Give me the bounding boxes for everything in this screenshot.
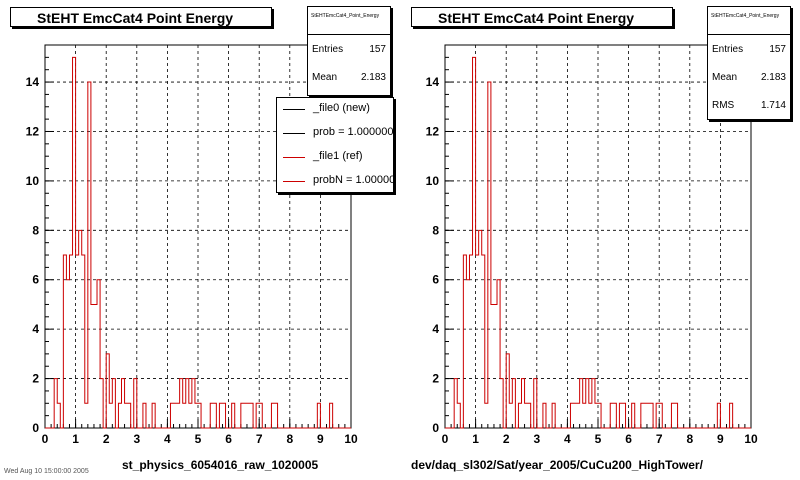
left-legend: _file0 (new) prob = 1.000000 _file1 (ref… [276, 97, 394, 193]
left-y-tick-label: 4 [32, 322, 39, 336]
right-series-line [445, 56, 751, 429]
left-mean-label: Mean [312, 72, 338, 83]
left-entries-value: 157 [369, 44, 386, 55]
right-x-tick-label: 9 [717, 432, 724, 446]
left-x-tick-label: 8 [286, 432, 293, 446]
right-rms-value: 1.714 [760, 100, 786, 111]
right-y-tick-label: 14 [426, 75, 440, 89]
legend-label-prob: prob = 1.000000 [313, 126, 394, 138]
right-x-tick-label: 4 [564, 432, 571, 446]
right-x-tick-label: 6 [625, 432, 632, 446]
left-x-tick-label: 4 [164, 432, 171, 446]
left-y-tick-label: 2 [32, 372, 39, 386]
left-stats-box: StEHTEmcCat4_Point_Energy Entries 157 Mea… [307, 6, 391, 96]
legend-label-file0: _file0 (new) [313, 102, 370, 114]
left-x-tick-label: 2 [103, 432, 110, 446]
left-x-tick-label: 5 [195, 432, 202, 446]
legend-line-file1 [283, 157, 305, 158]
left-stats-name: StEHTEmcCat4_Point_Energy [308, 7, 390, 35]
right-rms-label: RMS [712, 100, 735, 111]
left-y-tick-label: 12 [26, 124, 40, 138]
right-x-tick-label: 1 [472, 432, 479, 446]
left-y-tick-label: 6 [32, 273, 39, 287]
left-x-tick-label: 7 [256, 432, 263, 446]
left-mean-value: 2.183 [360, 72, 386, 83]
legend-line-prob [283, 133, 305, 134]
right-y-tick-label: 2 [432, 372, 439, 386]
right-chart-title: StEHT EmcCat4 Point Energy [411, 7, 673, 27]
left-x-tick-label: 0 [42, 432, 49, 446]
right-x-tick-label: 7 [656, 432, 663, 446]
footer-timestamp: Wed Aug 10 15:00:00 2005 [4, 468, 89, 475]
left-series-line [45, 56, 351, 429]
left-chart-title: StEHT EmcCat4 Point Energy [10, 7, 272, 27]
left-x-tick-label: 3 [133, 432, 140, 446]
left-x-tick-label: 1 [72, 432, 79, 446]
right-y-tick-label: 0 [432, 421, 439, 435]
legend-label-probn: probN = 1.000000 [313, 174, 394, 186]
right-x-tick-label: 0 [442, 432, 449, 446]
right-x-tick-label: 2 [503, 432, 510, 446]
right-x-tick-label: 8 [686, 432, 693, 446]
right-x-tick-label: 10 [744, 432, 758, 446]
right-y-tick-label: 6 [432, 273, 439, 287]
right-stats-box: StEHTEmcCat4_Point_Energy Entries 157 Mea… [707, 6, 791, 120]
legend-label-file1: _file1 (ref) [313, 150, 363, 162]
left-entries-label: Entries [312, 44, 344, 55]
right-x-tick-label: 5 [595, 432, 602, 446]
left-x-tick-label: 9 [317, 432, 324, 446]
legend-line-file0 [283, 109, 305, 110]
right-entries-value: 157 [769, 44, 786, 55]
left-x-axis-title: st_physics_6054016_raw_1020005 [122, 458, 319, 472]
left-y-tick-label: 8 [32, 223, 39, 237]
right-y-tick-label: 10 [426, 174, 440, 188]
right-x-tick-label: 3 [533, 432, 540, 446]
right-mean-value: 2.183 [760, 72, 786, 83]
right-entries-label: Entries [712, 44, 744, 55]
left-y-tick-label: 0 [32, 421, 39, 435]
left-x-tick-label: 6 [225, 432, 232, 446]
right-x-axis-title: dev/daq_sl302/Sat/year_2005/CuCu200_High… [411, 458, 703, 472]
left-x-tick-label: 10 [344, 432, 358, 446]
legend-line-probn [283, 181, 305, 182]
left-y-tick-label: 14 [26, 75, 40, 89]
right-mean-label: Mean [712, 72, 738, 83]
right-y-tick-label: 12 [426, 124, 440, 138]
right-y-tick-label: 8 [432, 223, 439, 237]
right-y-tick-label: 4 [432, 322, 439, 336]
left-y-tick-label: 10 [26, 174, 40, 188]
right-stats-name: StEHTEmcCat4_Point_Energy [708, 7, 790, 35]
